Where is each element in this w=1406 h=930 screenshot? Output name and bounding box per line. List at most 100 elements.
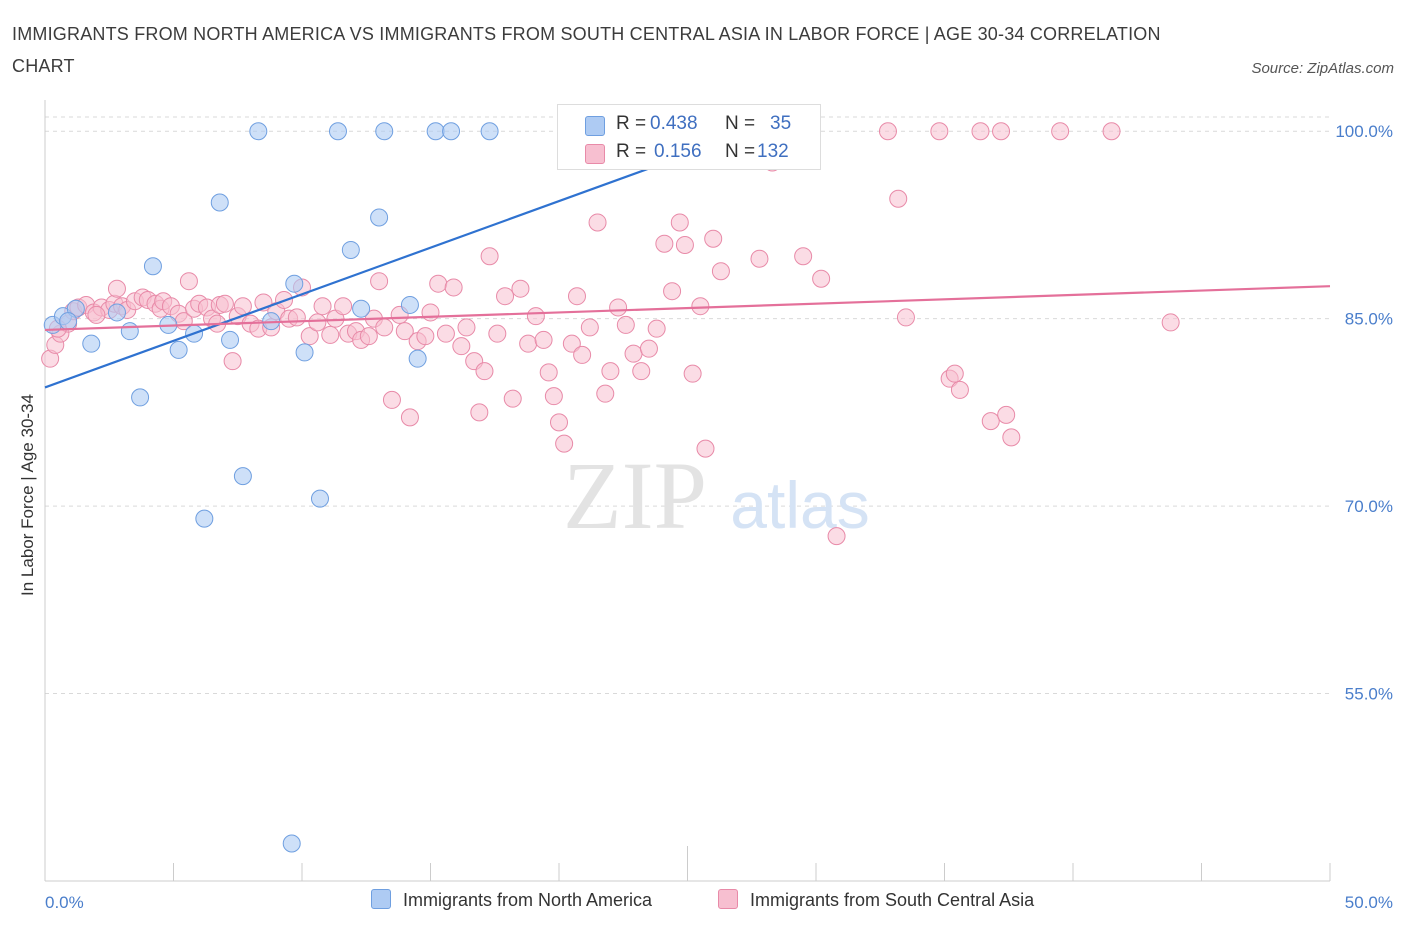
bottom-legend-label: Immigrants from South Central Asia	[750, 890, 1035, 910]
y-tick-label: 100.0%	[1335, 122, 1393, 141]
y-tick-label: 70.0%	[1345, 497, 1393, 516]
data-point-south-central-asia	[496, 287, 515, 306]
data-point-south-central-asia	[889, 189, 908, 208]
legend-row-north-america: R = 0.438 N = 35	[558, 110, 820, 140]
data-point-north-america	[285, 274, 304, 293]
legend-r-value: 0.438	[650, 113, 698, 134]
trend-line-south-central-asia	[44, 285, 1331, 332]
data-point-south-central-asia	[945, 364, 964, 383]
data-point-south-central-asia	[321, 325, 340, 344]
data-point-south-central-asia	[1161, 313, 1180, 332]
data-point-south-central-asia	[580, 318, 599, 337]
data-point-south-central-asia	[519, 334, 538, 353]
bottom-legend-south-central-asia: Immigrants from South Central Asia	[718, 889, 1034, 911]
data-point-north-america	[82, 334, 101, 353]
data-point-south-central-asia	[488, 324, 507, 343]
data-point-south-central-asia	[616, 315, 635, 334]
data-point-north-america	[341, 240, 360, 259]
tick-labels: 100.0% 85.0% 70.0% 55.0% 0.0% 50.0%	[45, 122, 1393, 912]
data-point-south-central-asia	[997, 405, 1016, 424]
bottom-legend-north-america: Immigrants from North America	[371, 889, 652, 911]
data-point-south-central-asia	[827, 527, 846, 546]
data-point-north-america	[233, 467, 252, 486]
data-point-north-america	[210, 193, 229, 212]
legend-n-value: 35	[770, 113, 792, 134]
data-point-south-central-asia	[562, 334, 581, 353]
data-point-north-america	[143, 257, 162, 276]
data-point-south-central-asia	[655, 234, 674, 253]
data-point-north-america	[249, 122, 268, 141]
data-point-south-central-asia	[794, 247, 813, 266]
data-point-north-america	[328, 122, 347, 141]
data-point-south-central-asia	[588, 213, 607, 232]
data-point-south-central-asia	[981, 412, 1000, 431]
y-tick-label: 85.0%	[1345, 310, 1393, 329]
data-point-south-central-asia	[179, 272, 198, 291]
y-tick-label: 55.0%	[1345, 685, 1393, 704]
data-point-south-central-asia	[452, 337, 471, 356]
data-point-south-central-asia	[930, 122, 949, 141]
data-point-south-central-asia	[526, 307, 545, 326]
data-point-south-central-asia	[444, 278, 463, 297]
data-point-south-central-asia	[503, 389, 522, 408]
data-point-south-central-asia	[287, 308, 306, 327]
data-point-north-america	[221, 330, 240, 349]
legend-swatch-blue	[585, 116, 605, 136]
data-point-south-central-asia	[215, 294, 234, 313]
data-point-south-central-asia	[421, 303, 440, 322]
data-point-south-central-asia	[670, 213, 689, 232]
data-point-south-central-asia	[675, 235, 694, 254]
legend-row-south-central-asia: R = 0.156 N = 132	[558, 138, 820, 168]
data-point-south-central-asia	[632, 362, 651, 381]
data-point-south-central-asia	[539, 363, 558, 382]
data-point-south-central-asia	[87, 305, 106, 324]
data-point-south-central-asia	[750, 249, 769, 268]
data-point-south-central-asia	[691, 297, 710, 316]
data-point-south-central-asia	[573, 345, 592, 364]
data-point-south-central-asia	[370, 272, 389, 291]
data-point-south-central-asia	[896, 308, 915, 327]
legend-r-value: 0.156	[654, 141, 702, 162]
correlation-legend: R = 0.438 N = 35 R = 0.156 N = 132	[557, 104, 821, 170]
data-point-south-central-asia	[971, 122, 990, 141]
data-point-south-central-asia	[480, 247, 499, 266]
data-point-north-america	[169, 340, 188, 359]
bottom-legend-swatch-pink	[718, 889, 738, 909]
grid-lines	[45, 116, 1330, 695]
legend-r-label: R =	[616, 113, 647, 134]
data-point-north-america	[370, 208, 389, 227]
data-point-south-central-asia	[601, 362, 620, 381]
legend-swatch-pink	[585, 144, 605, 164]
data-point-south-central-asia	[107, 279, 126, 298]
legend-n-value: 132	[757, 141, 789, 162]
watermark-atlas: atlas	[730, 468, 869, 542]
data-point-north-america	[375, 122, 394, 141]
source-note: Source: ZipAtlas.com	[1251, 60, 1394, 77]
data-point-north-america	[120, 322, 139, 341]
data-point-north-america	[131, 388, 150, 407]
data-point-south-central-asia	[382, 390, 401, 409]
data-point-south-central-asia	[400, 408, 419, 427]
data-point-south-central-asia	[334, 297, 353, 316]
watermark-zip: ZIP	[563, 442, 707, 549]
data-point-south-central-asia	[878, 122, 897, 141]
data-point-north-america	[480, 122, 499, 141]
legend-n-label: N =	[725, 141, 756, 162]
data-point-south-central-asia	[233, 297, 252, 316]
data-point-north-america	[295, 343, 314, 362]
data-point-south-central-asia	[696, 439, 715, 458]
data-point-south-central-asia	[511, 279, 530, 298]
axes	[44, 100, 1331, 882]
data-point-south-central-asia	[812, 269, 831, 288]
data-point-north-america	[400, 295, 419, 314]
data-point-south-central-asia	[567, 287, 586, 306]
data-point-south-central-asia	[475, 362, 494, 381]
data-point-north-america	[59, 312, 78, 331]
data-point-south-central-asia	[470, 403, 489, 422]
data-point-south-central-asia	[544, 387, 563, 406]
x-tick-label: 50.0%	[1345, 893, 1393, 912]
data-point-north-america	[426, 122, 445, 141]
bottom-legend-label: Immigrants from North America	[403, 890, 653, 910]
data-point-south-central-asia	[313, 297, 332, 316]
data-point-south-central-asia	[436, 324, 455, 343]
